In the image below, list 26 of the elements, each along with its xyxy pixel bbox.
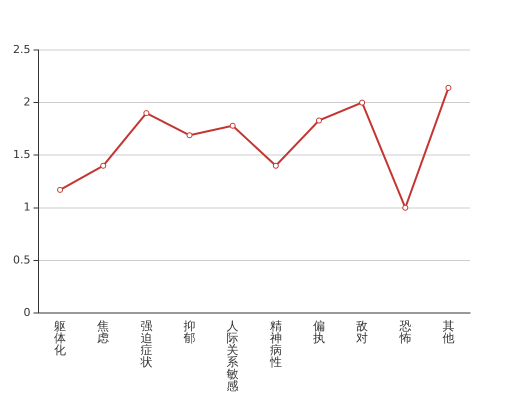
point [186,132,193,138]
y-tick-label: 1 [23,200,30,214]
point [272,162,279,169]
y-tick-label: 2 [23,95,30,108]
x-tick-label: 抑郁 [184,319,196,346]
x-tick-label: 躯体化 [54,319,66,358]
x-tick-label: 精神病性 [268,319,282,370]
point [143,110,150,116]
x-tick-label: 恐怖 [398,319,412,346]
y-tick-label: 0 [23,306,30,319]
x-tick-label: 焦虑 [97,319,110,346]
point [100,162,106,169]
x-tick-label: 其他 [442,319,454,346]
x-tick-label: 强迫症状 [139,319,152,370]
point [445,84,452,91]
point [230,122,236,129]
y-tick-label: 2.5 [12,42,30,56]
point [57,186,64,193]
point [316,117,322,124]
point [359,100,366,106]
y-tick-label: 1.5 [12,148,30,162]
x-tick-label: 偏执 [312,319,325,346]
x-tick-label: 敌对 [356,319,368,346]
x-tick-label: 人际关系敏感 [226,319,239,394]
point [402,204,408,211]
y-tick-label: 0.5 [12,253,30,266]
